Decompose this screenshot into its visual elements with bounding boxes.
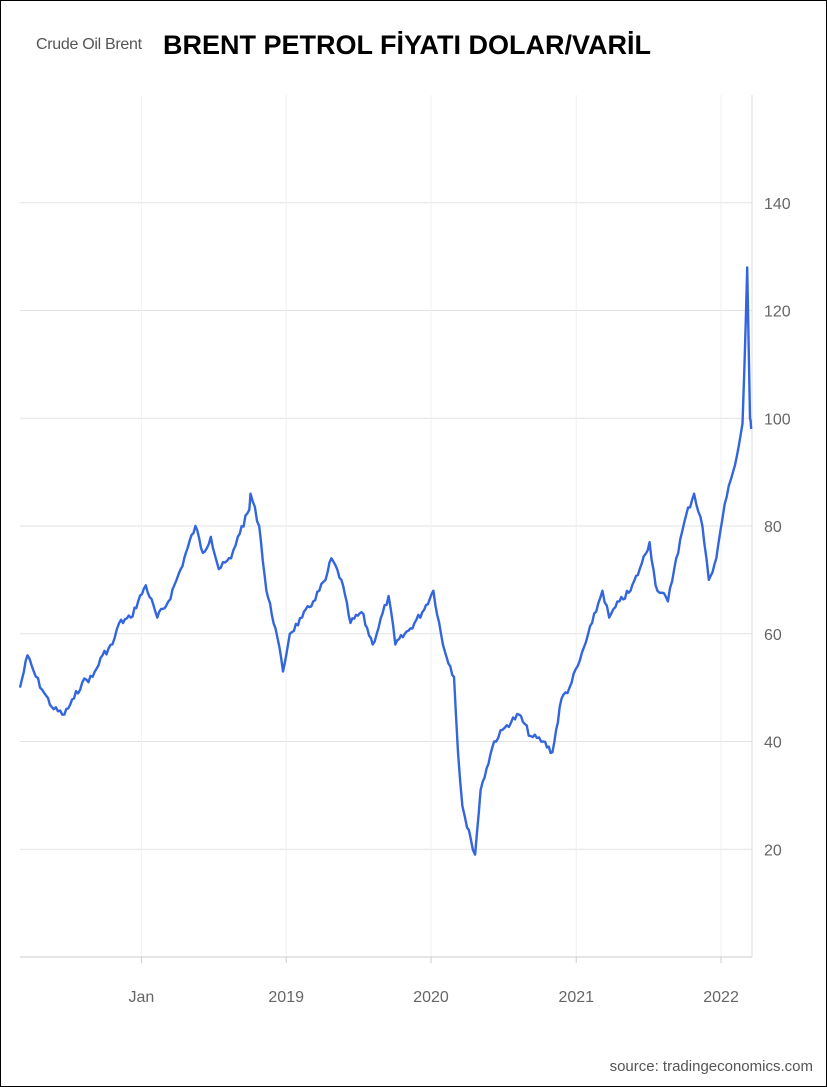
y-tick-label: 20 bbox=[764, 842, 782, 859]
x-tick-label: 2020 bbox=[413, 989, 449, 1006]
legend-label: Crude Oil Brent bbox=[36, 36, 142, 53]
y-tick-label: 120 bbox=[764, 304, 791, 321]
x-tick-label: 2021 bbox=[558, 989, 594, 1006]
chart-title: BRENT PETROL FİYATI DOLAR/VARİL bbox=[163, 30, 652, 60]
tick-labels: 20 40 60 80 100 120 140 Jan 2019 2020 2021 2022 bbox=[129, 196, 791, 1006]
series-line-brent bbox=[18, 266, 753, 856]
y-tick-label: 80 bbox=[764, 519, 782, 536]
y-tick-label: 40 bbox=[764, 735, 782, 752]
grid-lines bbox=[20, 95, 752, 957]
axes bbox=[20, 95, 753, 963]
series-group bbox=[18, 266, 753, 856]
y-tick-label: 60 bbox=[764, 627, 782, 644]
y-tick-label: 100 bbox=[764, 411, 791, 428]
x-tick-label: 2019 bbox=[268, 989, 304, 1006]
x-tick-label: Jan bbox=[129, 989, 155, 1006]
x-tick-label: 2022 bbox=[703, 989, 739, 1006]
y-tick-label: 140 bbox=[764, 196, 791, 213]
source-note: source: tradingeconomics.com bbox=[609, 1058, 813, 1075]
